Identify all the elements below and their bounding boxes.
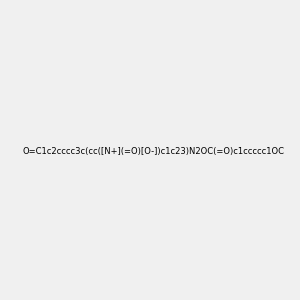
Text: O=C1c2cccc3c(cc([N+](=O)[O-])c1c23)N2OC(=O)c1ccccc1OC: O=C1c2cccc3c(cc([N+](=O)[O-])c1c23)N2OC(… [23, 147, 285, 156]
